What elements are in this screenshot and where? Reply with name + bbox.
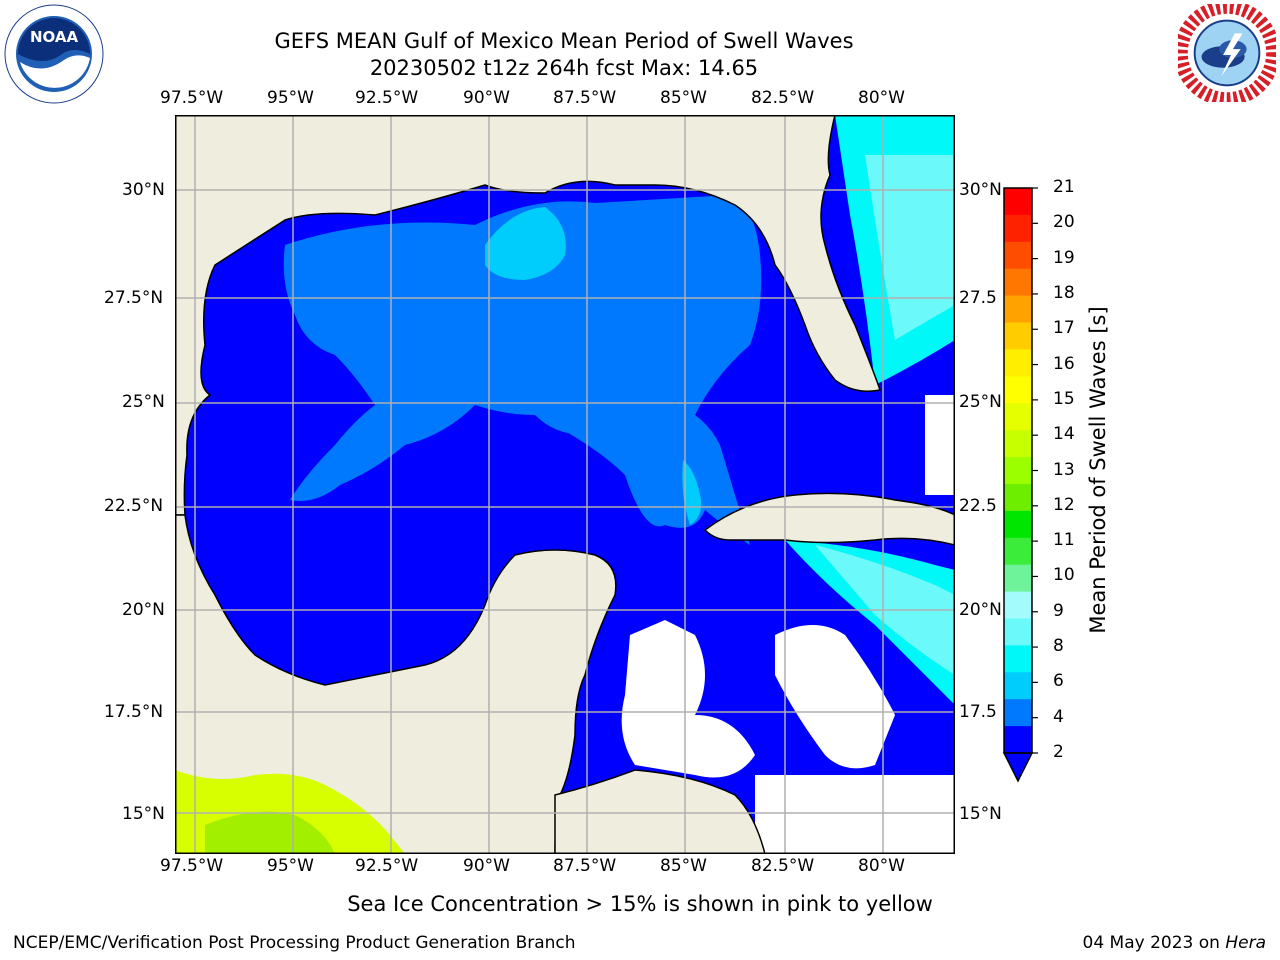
colorbar-label-8: 8 bbox=[1053, 636, 1064, 657]
lon-tick-bottom-6: 82.5°W bbox=[751, 856, 815, 876]
colorbar-bin-9 bbox=[1004, 430, 1032, 458]
colorbar-bin-19 bbox=[1004, 699, 1032, 727]
colorbar-bin-14 bbox=[1004, 564, 1032, 593]
colorbar-bin-1 bbox=[1004, 214, 1032, 243]
lat-tick-right-0: 30°N bbox=[959, 180, 1002, 200]
lat-tick-left-6: 15°N bbox=[122, 804, 165, 824]
swell-band-4-6s-mississippi bbox=[485, 207, 566, 280]
colorbar-bin-17 bbox=[1004, 645, 1032, 673]
colorbar-bin-4 bbox=[1004, 295, 1032, 324]
lat-tick-right-1: 27.5 bbox=[959, 288, 997, 308]
lat-tick-right-3: 22.5 bbox=[959, 496, 997, 516]
lon-tick-top-3: 90°W bbox=[463, 88, 510, 108]
lon-tick-top-7: 80°W bbox=[858, 88, 905, 108]
colorbar-label-18: 18 bbox=[1053, 282, 1075, 303]
swell-band-4-6s-yucatan bbox=[682, 460, 702, 525]
colorbar-extend-min bbox=[1002, 752, 1034, 783]
no-data-caribbean-2 bbox=[775, 625, 895, 769]
colorbar bbox=[1002, 187, 1038, 783]
swell-band-atlantic-inner bbox=[865, 155, 955, 340]
lon-tick-top-6: 82.5°W bbox=[751, 88, 815, 108]
lon-tick-bottom-7: 80°W bbox=[858, 856, 905, 876]
lon-tick-bottom-3: 90°W bbox=[463, 856, 510, 876]
lon-tick-top-5: 85°W bbox=[660, 88, 707, 108]
lat-tick-right-6: 15°N bbox=[959, 804, 1002, 824]
lat-tick-left-4: 20°N bbox=[122, 600, 165, 620]
lon-tick-bottom-1: 95°W bbox=[267, 856, 314, 876]
colorbar-bin-13 bbox=[1004, 537, 1032, 566]
gulf-of-mexico-swell-period-map bbox=[175, 115, 955, 854]
colorbar-label-20: 20 bbox=[1053, 212, 1075, 233]
colorbar-bin-20 bbox=[1004, 726, 1032, 754]
colorbar-bin-12 bbox=[1004, 510, 1032, 539]
colorbar-label-14: 14 bbox=[1053, 424, 1075, 445]
map-frame bbox=[175, 115, 955, 854]
colorbar-label-4: 4 bbox=[1053, 706, 1064, 727]
footer-date-text: 04 May 2023 on bbox=[1082, 933, 1226, 953]
colorbar-label-13: 13 bbox=[1053, 459, 1075, 480]
colorbar-label-21: 21 bbox=[1053, 177, 1075, 197]
lon-tick-top-4: 87.5°W bbox=[553, 88, 617, 108]
colorbar-bin-15 bbox=[1004, 591, 1032, 619]
colorbar-label-19: 19 bbox=[1053, 247, 1075, 268]
no-data-caribbean-4 bbox=[925, 395, 955, 495]
nws-logo-icon bbox=[1178, 4, 1276, 102]
lon-tick-top-1: 95°W bbox=[267, 88, 314, 108]
pacific-ice-region-inner bbox=[205, 811, 335, 854]
map-gridlines bbox=[175, 115, 955, 854]
colorbar-bin-16 bbox=[1004, 618, 1032, 646]
lat-tick-left-5: 17.5°N bbox=[104, 702, 164, 722]
land-united-states bbox=[175, 115, 881, 516]
colorbar-label-15: 15 bbox=[1053, 388, 1075, 409]
colorbar-label-10: 10 bbox=[1053, 565, 1075, 586]
lon-tick-bottom-2: 92.5°W bbox=[355, 856, 419, 876]
lon-tick-bottom-5: 85°W bbox=[660, 856, 707, 876]
colorbar-bin-7 bbox=[1004, 376, 1032, 404]
colorbar-bin-18 bbox=[1004, 672, 1032, 700]
colorbar-label-16: 16 bbox=[1053, 353, 1075, 374]
land-mexico bbox=[175, 514, 617, 854]
lat-tick-right-5: 17.5 bbox=[959, 702, 997, 722]
lon-tick-bottom-4: 87.5°W bbox=[553, 856, 617, 876]
map-subtitle-forecast: 20230502 t12z 264h fcst Max: 14.65 bbox=[369, 56, 759, 80]
no-data-caribbean-1 bbox=[621, 620, 755, 778]
lon-tick-top-2: 92.5°W bbox=[355, 88, 419, 108]
colorbar-bin-10 bbox=[1004, 457, 1032, 485]
sea-ice-note: Sea Ice Concentration > 15% is shown in … bbox=[347, 892, 933, 916]
colorbar-label-12: 12 bbox=[1053, 494, 1075, 515]
land-central-america bbox=[554, 769, 766, 854]
colorbar-bin-11 bbox=[1004, 483, 1032, 512]
colorbar-bin-8 bbox=[1004, 403, 1032, 431]
lon-tick-bottom-0: 97.5°W bbox=[160, 856, 224, 876]
lat-tick-right-2: 25°N bbox=[959, 392, 1002, 412]
noaa-logo-text: NOAA bbox=[30, 28, 79, 46]
footer-machine: Hera bbox=[1225, 933, 1266, 953]
noaa-logo-icon: NOAA bbox=[4, 4, 104, 104]
footer-date: 04 May 2023 on Hera bbox=[1083, 933, 1267, 953]
colorbar-label-9: 9 bbox=[1053, 600, 1064, 621]
colorbar-label-11: 11 bbox=[1053, 530, 1075, 551]
lat-tick-left-1: 27.5°N bbox=[104, 288, 164, 308]
lat-tick-left-3: 22.5°N bbox=[104, 496, 164, 516]
lat-tick-right-4: 20°N bbox=[959, 600, 1002, 620]
lat-tick-left-0: 30°N bbox=[122, 180, 165, 200]
colorbar-bin-5 bbox=[1004, 322, 1032, 350]
colorbar-label-6: 6 bbox=[1053, 671, 1064, 692]
colorbar-label-17: 17 bbox=[1053, 318, 1075, 339]
colorbar-bin-2 bbox=[1004, 241, 1032, 270]
colorbar-label-2: 2 bbox=[1053, 742, 1064, 762]
no-data-caribbean-3 bbox=[755, 775, 955, 854]
colorbar-bin-0 bbox=[1004, 188, 1032, 216]
lat-tick-left-2: 25°N bbox=[122, 392, 165, 412]
colorbar-bin-6 bbox=[1004, 349, 1032, 377]
colorbar-title: Mean Period of Swell Waves [s] bbox=[1086, 306, 1110, 634]
lon-tick-top-0: 97.5°W bbox=[160, 88, 224, 108]
map-title: GEFS MEAN Gulf of Mexico Mean Period of … bbox=[274, 29, 854, 53]
colorbar-bin-3 bbox=[1004, 268, 1032, 297]
footer-credit: NCEP/EMC/Verification Post Processing Pr… bbox=[13, 933, 576, 953]
